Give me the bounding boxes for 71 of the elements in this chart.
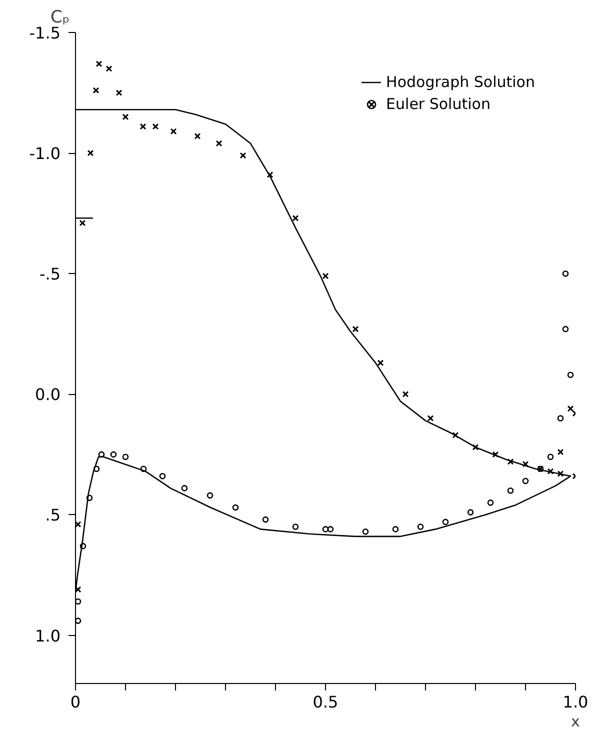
point — [96, 60, 102, 68]
y-tick-label: -.5 — [39, 264, 61, 284]
point — [507, 458, 514, 465]
point — [194, 132, 201, 140]
x-tick-label: 1.0 — [562, 692, 588, 712]
point — [442, 518, 449, 526]
point — [322, 272, 329, 280]
point — [292, 524, 299, 530]
point — [417, 524, 424, 530]
y-tick-label: 1.0 — [35, 626, 61, 646]
point — [266, 172, 274, 178]
point — [322, 526, 329, 532]
point — [292, 214, 299, 222]
point — [240, 152, 246, 159]
point — [232, 504, 239, 511]
point — [92, 87, 100, 94]
point — [98, 451, 105, 458]
point — [159, 473, 166, 480]
point — [362, 528, 369, 535]
x-axis-title: x — [571, 712, 580, 730]
point — [86, 494, 93, 501]
legend-label: Hodograph Solution — [386, 73, 535, 91]
point — [567, 372, 574, 378]
x-tick-label: 0 — [70, 692, 81, 712]
point — [152, 123, 159, 130]
point — [547, 468, 554, 475]
y-tick-label: .5 — [45, 506, 60, 525]
point — [206, 492, 214, 499]
point — [76, 598, 82, 605]
point — [122, 454, 129, 460]
point — [377, 360, 384, 366]
point — [140, 123, 146, 130]
point — [327, 526, 334, 532]
point — [140, 466, 147, 472]
point — [452, 432, 459, 438]
point — [562, 270, 569, 277]
point — [522, 478, 529, 484]
point — [116, 90, 122, 96]
point — [507, 487, 514, 494]
y-tick-label: 0.0 — [35, 385, 61, 404]
point — [87, 150, 94, 156]
point — [557, 470, 564, 477]
point — [106, 65, 112, 72]
point — [76, 618, 82, 624]
point — [557, 448, 564, 456]
point — [216, 140, 222, 147]
point — [562, 326, 569, 332]
y-tick-label: -1.0 — [29, 144, 60, 164]
point — [392, 526, 399, 532]
point — [352, 326, 359, 332]
point — [467, 509, 474, 516]
point — [547, 454, 554, 460]
point — [76, 521, 82, 528]
point — [80, 542, 86, 550]
point — [402, 390, 409, 398]
point — [567, 405, 574, 412]
point — [181, 485, 188, 492]
x-tick-label: 0.5 — [312, 692, 338, 712]
point — [110, 451, 117, 458]
point — [492, 451, 499, 458]
point — [93, 466, 100, 472]
point — [170, 128, 177, 135]
point — [557, 415, 564, 422]
point — [427, 415, 434, 422]
point — [472, 444, 479, 450]
legend-label: Euler Solution — [386, 95, 490, 113]
point — [262, 516, 269, 523]
point — [487, 500, 494, 506]
point — [522, 460, 529, 468]
point — [79, 220, 86, 226]
point — [122, 114, 129, 120]
